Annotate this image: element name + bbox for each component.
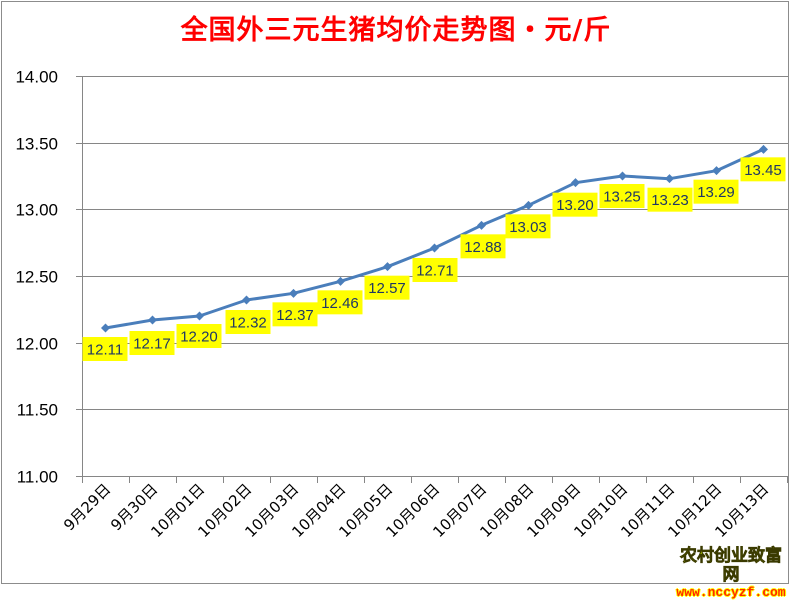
diamond-marker xyxy=(665,174,674,184)
data-label: 12.17 xyxy=(133,336,171,353)
diamond-marker xyxy=(336,276,345,286)
diamond-marker xyxy=(618,171,627,181)
data-label: 12.71 xyxy=(416,263,454,280)
diamond-marker xyxy=(759,144,768,154)
diamond-marker xyxy=(195,311,204,321)
watermark: 农村创业致富网 www.nccyzf.com xyxy=(674,546,788,601)
watermark-site-name: 农村创业致富网 xyxy=(680,546,783,585)
data-labels: 12.11 12.17 12.20 12.32 12.37 12.46 12.57 12.71… xyxy=(82,157,786,361)
diamond-marker xyxy=(430,243,439,253)
x-tick-label: 9月29日 xyxy=(60,480,114,534)
data-label-box xyxy=(412,258,458,282)
watermark-url: www.nccyzf.com xyxy=(676,585,786,600)
y-tick-label: 11.50 xyxy=(17,401,58,420)
diamond-marker xyxy=(242,295,251,305)
data-label-box xyxy=(225,310,271,334)
data-label-box xyxy=(647,187,693,212)
data-label: 12.20 xyxy=(180,329,218,346)
data-label: 12.88 xyxy=(464,239,502,256)
y-tick-label: 11.00 xyxy=(17,468,58,487)
data-label-box xyxy=(82,337,128,361)
data-label-box xyxy=(505,214,551,239)
data-label-box xyxy=(176,324,222,348)
diamond-marker xyxy=(477,220,486,230)
data-label: 12.11 xyxy=(87,342,123,359)
diamond-marker xyxy=(148,315,157,325)
price-series xyxy=(101,144,768,333)
data-label-box xyxy=(317,290,363,315)
x-axis: 9月29日9月30日10月01日10月02日10月03日10月04日10月05日… xyxy=(60,476,788,541)
y-tick-label: 14.00 xyxy=(15,68,58,87)
diamond-marker xyxy=(289,288,298,298)
data-label-box xyxy=(693,179,739,204)
diamond-marker xyxy=(524,200,533,210)
y-tick-label: 13.00 xyxy=(15,201,58,220)
y-tick-label: 13.50 xyxy=(15,135,58,154)
data-label: 13.03 xyxy=(509,219,547,236)
diamond-marker xyxy=(712,166,721,176)
y-tick-label: 12.50 xyxy=(15,268,58,287)
data-label: 12.57 xyxy=(368,280,406,297)
data-label: 13.20 xyxy=(556,197,594,214)
data-label: 13.45 xyxy=(744,162,782,179)
data-label: 13.29 xyxy=(697,184,735,201)
data-label-box xyxy=(272,302,318,327)
data-label-box xyxy=(740,157,786,182)
data-label-box xyxy=(364,275,410,300)
data-label: 12.46 xyxy=(321,295,359,312)
chart-title: 全国外三元生猪均价走势图・元/斤 xyxy=(180,15,612,46)
data-label: 12.32 xyxy=(229,315,267,332)
diamond-marker xyxy=(571,178,580,188)
diamond-marker xyxy=(383,262,392,272)
data-label-box xyxy=(129,331,175,355)
y-axis: 14.00 13.50 13.00 12.50 12.00 11.50 11.00 xyxy=(15,68,83,487)
data-label: 13.25 xyxy=(603,189,641,206)
data-label: 12.37 xyxy=(276,307,314,324)
diamond-marker xyxy=(101,323,110,333)
data-label-box xyxy=(460,234,506,259)
line-chart: 14.00 13.50 13.00 12.50 12.00 11.50 11.00 9月29… xyxy=(15,68,788,541)
data-label-box xyxy=(599,184,645,208)
y-tick-label: 12.00 xyxy=(15,335,58,354)
data-label: 13.23 xyxy=(651,192,689,209)
price-line xyxy=(105,147,765,330)
data-label-box xyxy=(552,192,598,217)
